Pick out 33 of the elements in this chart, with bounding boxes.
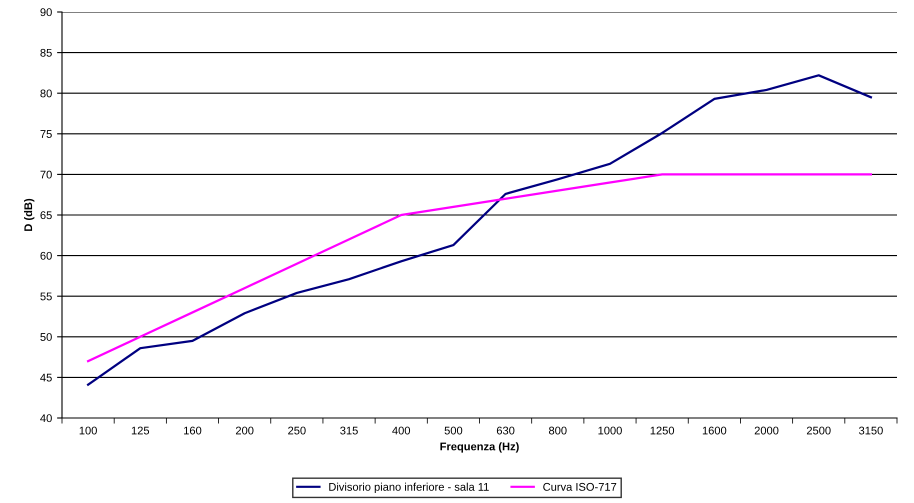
x-tick-label: 200 [236,426,254,434]
y-tick-label: 85 [40,48,52,57]
y-axis-title: D (dB) [24,198,34,231]
y-tick-label: 60 [40,252,52,260]
x-tick-label: 3150 [858,426,883,434]
x-tick-label: 400 [392,426,410,434]
x-tick-label: 500 [444,426,462,434]
legend-label: Curva ISO-717 [543,482,616,491]
x-tick-label: 100 [80,426,97,434]
y-tick-label: 55 [40,292,52,300]
y-tick-label: 45 [40,374,52,382]
y-tick-label: 50 [40,333,52,341]
x-tick-label: 630 [496,426,514,434]
y-tick-label: 80 [40,89,52,98]
x-tick-label: 1250 [650,426,674,434]
x-tick-label: 1000 [598,426,622,434]
x-tick-label: 125 [132,426,150,434]
x-axis-title: Frequenza (Hz) [440,442,519,453]
y-tick-label: 65 [40,211,52,220]
y-tick-label: 70 [40,170,52,179]
line-series [86,173,872,362]
y-tick-label: 40 [40,414,52,422]
x-tick-label: 250 [288,426,306,434]
x-tick-label: 160 [184,426,202,434]
x-tick-label: 1600 [702,426,726,434]
y-tick-label: 90 [40,8,52,16]
x-tick-label: 2500 [806,426,831,434]
x-tick-label: 315 [340,426,358,434]
x-tick-label: 2000 [754,426,778,434]
x-tick-label: 800 [548,426,567,434]
legend-label: Divisorio piano inferiore - sala 11 [329,482,489,493]
y-tick-label: 75 [40,130,52,138]
line-series [86,74,872,386]
